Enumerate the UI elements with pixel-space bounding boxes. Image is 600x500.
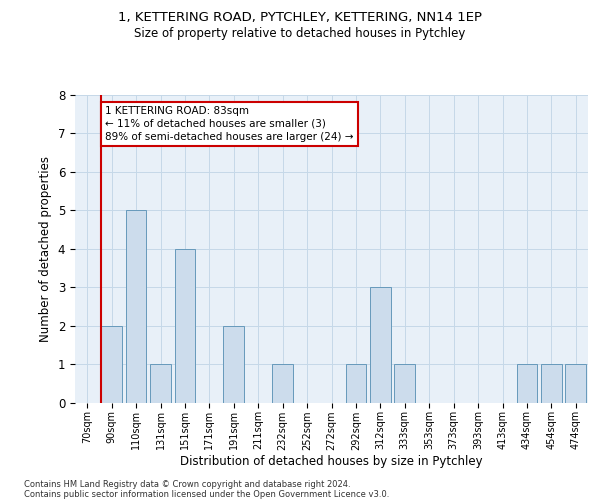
Bar <box>370 287 391 403</box>
Bar <box>394 364 415 403</box>
Bar <box>101 326 122 402</box>
Text: 1, KETTERING ROAD, PYTCHLEY, KETTERING, NN14 1EP: 1, KETTERING ROAD, PYTCHLEY, KETTERING, … <box>118 11 482 24</box>
Text: 1 KETTERING ROAD: 83sqm
← 11% of detached houses are smaller (3)
89% of semi-det: 1 KETTERING ROAD: 83sqm ← 11% of detache… <box>105 106 353 142</box>
Text: Contains HM Land Registry data © Crown copyright and database right 2024.
Contai: Contains HM Land Registry data © Crown c… <box>24 480 389 499</box>
Bar <box>150 364 171 403</box>
Y-axis label: Number of detached properties: Number of detached properties <box>39 156 52 342</box>
Bar <box>541 364 562 403</box>
Bar <box>565 364 586 403</box>
Bar <box>346 364 367 403</box>
Bar <box>175 248 196 402</box>
X-axis label: Distribution of detached houses by size in Pytchley: Distribution of detached houses by size … <box>180 455 483 468</box>
Bar <box>517 364 538 403</box>
Text: Size of property relative to detached houses in Pytchley: Size of property relative to detached ho… <box>134 28 466 40</box>
Bar <box>223 326 244 402</box>
Bar <box>272 364 293 403</box>
Bar <box>125 210 146 402</box>
